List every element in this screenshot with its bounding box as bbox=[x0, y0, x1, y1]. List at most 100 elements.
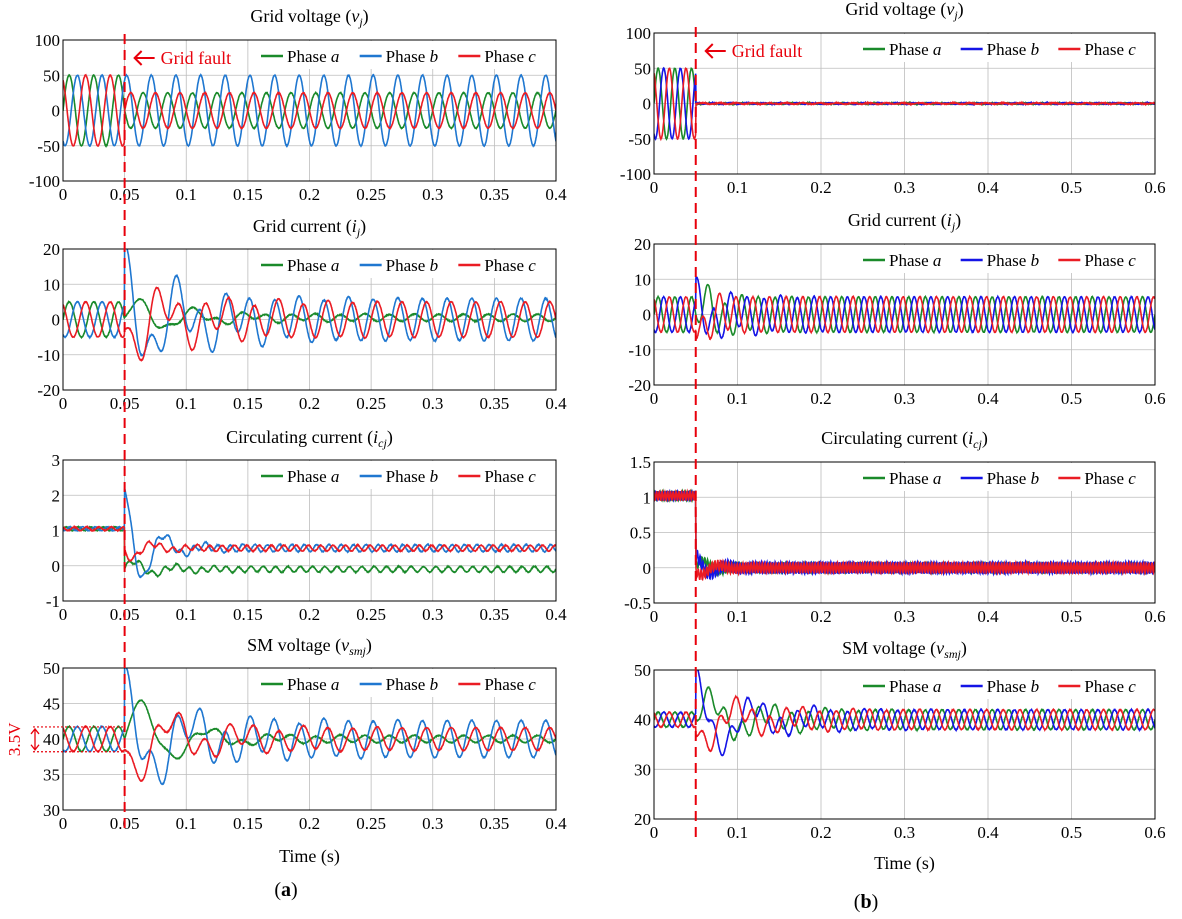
x-tick-label: 0.3 bbox=[422, 814, 443, 833]
x-tick-label: 0.1 bbox=[727, 178, 748, 197]
axes-frame bbox=[62, 459, 557, 602]
legend-label: Phase c bbox=[1084, 469, 1136, 488]
y-tick-label: 0 bbox=[643, 559, 652, 578]
ripple-double-arrow-icon bbox=[30, 727, 40, 751]
series-line-phase-b bbox=[63, 73, 556, 149]
x-tick-label: 0.2 bbox=[810, 823, 831, 842]
legend-box bbox=[861, 245, 1154, 273]
chart-title: Grid voltage (vj) bbox=[250, 6, 368, 29]
series-line-phase-b bbox=[63, 668, 556, 786]
x-tick-label: 0.6 bbox=[1144, 178, 1165, 197]
y-tick-label: 1 bbox=[643, 488, 652, 507]
x-tick-label: 0.3 bbox=[422, 185, 443, 204]
chart-title: SM voltage (vsmj) bbox=[842, 638, 967, 661]
x-tick-label: 0.3 bbox=[422, 394, 443, 413]
arrow-left-icon bbox=[133, 50, 155, 66]
y-tick-label: 35 bbox=[43, 766, 60, 785]
legend-label: Phase c bbox=[484, 47, 536, 66]
panel-label-a: (a) bbox=[274, 879, 297, 901]
y-tick-label: -20 bbox=[628, 376, 651, 395]
legend: Phase a Phase b Phase c bbox=[861, 463, 1154, 491]
x-tick-label: 0.4 bbox=[545, 185, 567, 204]
legend-label: Phase a bbox=[287, 47, 339, 66]
fault-label: Grid fault bbox=[732, 41, 802, 61]
x-tick-label: 0.4 bbox=[545, 814, 567, 833]
x-tick-label: 0.2 bbox=[810, 607, 831, 626]
series-line-phase-b bbox=[654, 670, 1155, 757]
x-tick-label: 0 bbox=[650, 607, 659, 626]
x-tick-label: 0.15 bbox=[233, 814, 263, 833]
y-tick-label: -0.5 bbox=[624, 594, 651, 613]
legend-label: Phase a bbox=[889, 677, 941, 696]
legend-label: Phase b bbox=[987, 40, 1039, 59]
x-tick-label: 0.6 bbox=[1144, 607, 1165, 626]
y-tick-label: -50 bbox=[628, 130, 651, 149]
x-tick-label: 0.5 bbox=[1061, 607, 1082, 626]
x-tick-label: 0.35 bbox=[480, 394, 510, 413]
y-tick-label: 40 bbox=[43, 730, 60, 749]
chart-title: Circulating current (icj) bbox=[226, 427, 393, 450]
legend-box bbox=[861, 34, 1154, 62]
x-tick-label: 0.2 bbox=[299, 814, 320, 833]
x-tick-label: 0.35 bbox=[480, 185, 510, 204]
x-tick-label: 0.3 bbox=[894, 607, 915, 626]
x-tick-label: 0.1 bbox=[176, 394, 197, 413]
chart-b1: 0 0.1 0.2 0.3 0.4 0.5 0.6 -100 -50 0 50 100 Grid vol… bbox=[620, 0, 1166, 197]
y-tick-label: 50 bbox=[43, 66, 60, 85]
y-tick-label: 50 bbox=[634, 59, 651, 78]
y-tick-label: 0 bbox=[643, 95, 652, 114]
y-tick-label: -1 bbox=[46, 592, 60, 611]
series-line-phase-c bbox=[63, 73, 556, 147]
legend-label: Phase a bbox=[889, 251, 941, 270]
x-tick-label: 0.4 bbox=[977, 389, 999, 408]
series-line-phase-c bbox=[654, 488, 1155, 582]
series-line-phase-a bbox=[654, 283, 1155, 337]
x-tick-label: 0.2 bbox=[299, 605, 320, 624]
x-tick-label: 0.3 bbox=[894, 389, 915, 408]
y-tick-label: 0 bbox=[52, 557, 61, 576]
series-line-phase-c bbox=[654, 694, 1155, 753]
legend: Phase a Phase b Phase c bbox=[259, 41, 555, 69]
axes-frame bbox=[653, 461, 1156, 604]
legend: Phase a Phase b Phase c bbox=[259, 461, 555, 489]
x-tick-label: 0.4 bbox=[545, 605, 567, 624]
y-tick-label: -100 bbox=[29, 172, 60, 191]
x-tick-label: 0.25 bbox=[356, 185, 386, 204]
x-tick-label: 0 bbox=[650, 823, 659, 842]
x-tick-label: 0.1 bbox=[727, 389, 748, 408]
chart-a2: 0 0.05 0.1 0.15 0.2 0.25 0.3 0.35 0.4-20-1001020… bbox=[37, 216, 567, 413]
axes-frame bbox=[653, 243, 1156, 386]
curves bbox=[63, 249, 556, 362]
legend-label: Phase b bbox=[386, 47, 438, 66]
x-tick-label: 0 bbox=[59, 185, 68, 204]
legend-label: Phase c bbox=[484, 675, 536, 694]
y-tick-label: 0 bbox=[643, 306, 652, 325]
x-tick-label: 0.2 bbox=[810, 178, 831, 197]
legend: Phase a Phase b Phase c bbox=[861, 34, 1154, 62]
chart-title: Circulating current (icj) bbox=[821, 428, 988, 451]
series-line-phase-b bbox=[63, 488, 556, 579]
y-tick-label: 100 bbox=[626, 24, 652, 43]
chart-title: SM voltage (vsmj) bbox=[247, 635, 372, 658]
arrow-left-icon bbox=[704, 43, 726, 59]
legend-box bbox=[861, 463, 1154, 491]
x-tick-label: 0 bbox=[650, 389, 659, 408]
curves bbox=[654, 66, 1155, 142]
x-tick-label: 0.5 bbox=[1061, 178, 1082, 197]
y-tick-label: 0 bbox=[52, 102, 61, 121]
y-tick-label: 30 bbox=[634, 760, 651, 779]
axes-frame bbox=[62, 667, 557, 811]
legend-box bbox=[861, 671, 1154, 699]
x-tick-label: 0.1 bbox=[176, 185, 197, 204]
x-tick-label: 0.25 bbox=[356, 814, 386, 833]
x-tick-label: 0 bbox=[59, 394, 68, 413]
x-tick-label: 0.2 bbox=[810, 389, 831, 408]
curves bbox=[63, 668, 556, 786]
x-axis-label-right: Time (s) bbox=[874, 853, 935, 874]
legend-label: Phase b bbox=[386, 675, 438, 694]
x-tick-label: 0.1 bbox=[176, 814, 197, 833]
x-tick-label: 0.1 bbox=[727, 823, 748, 842]
legend-label: Phase b bbox=[987, 251, 1039, 270]
x-tick-label: 0 bbox=[59, 605, 68, 624]
fault-label: Grid fault bbox=[161, 48, 231, 68]
